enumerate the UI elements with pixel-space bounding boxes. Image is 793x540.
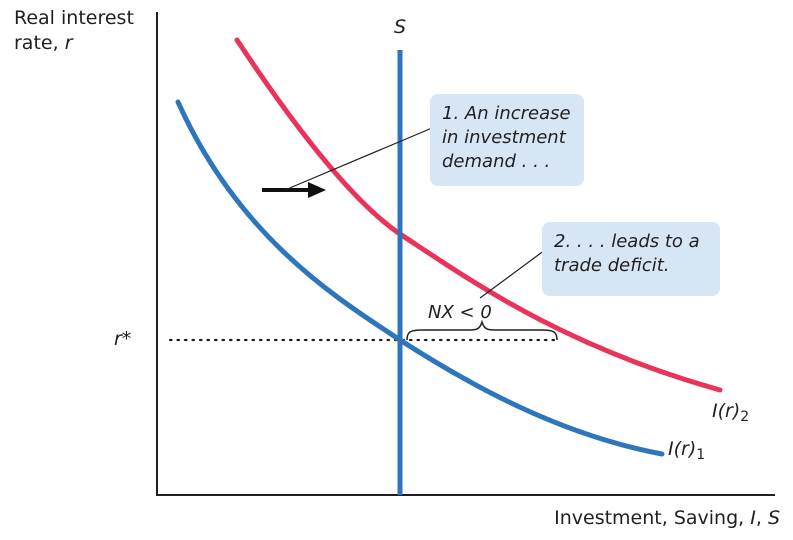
callout-2-leader <box>479 249 546 299</box>
r-star-label: r* <box>114 328 132 350</box>
y-axis-label-line1: Real interest <box>14 7 134 29</box>
x-axis-label-var2: S <box>767 507 780 529</box>
y-axis-label: Real interest rate, r <box>14 6 134 56</box>
callout-investment-increase: 1. An increase in investment demand . . … <box>430 94 584 186</box>
investment-curve-2-label-main: I(r) <box>712 400 741 422</box>
y-axis-label-line2: rate, r <box>14 31 134 56</box>
shift-arrow-head <box>308 182 326 198</box>
callout-1-line-3: demand . . . <box>442 151 551 172</box>
x-axis-label-prefix: Investment, Saving, <box>554 507 751 529</box>
callout-1-leader <box>284 127 433 191</box>
investment-curve-1-label-sub: 1 <box>696 447 706 463</box>
x-axis-label-var1: I <box>750 507 756 529</box>
nx-label: NX < 0 <box>428 302 492 323</box>
callout-2-line-2: trade deficit. <box>554 255 670 276</box>
nx-brace <box>406 319 558 341</box>
investment-curve-2-label: I(r)2 <box>712 400 750 425</box>
callout-1-line-2: in investment <box>442 127 566 148</box>
investment-curve-2 <box>234 37 723 393</box>
investment-curve-1-label: I(r)1 <box>668 438 706 463</box>
y-axis-label-prefix: rate, <box>14 32 65 54</box>
investment-curve-2-label-sub: 2 <box>740 409 750 425</box>
callout-2-line-1: 2. . . . leads to a <box>554 231 700 252</box>
x-axis-label: Investment, Saving, I, S <box>500 506 780 531</box>
saving-label: S <box>394 16 407 38</box>
x-axis-label-sep: , <box>755 507 768 529</box>
investment-curve-1-label-main: I(r) <box>668 438 697 460</box>
y-axis-label-var: r <box>64 32 73 54</box>
callout-1-line-1: 1. An increase <box>442 103 571 124</box>
callout-trade-deficit: 2. . . . leads to a trade deficit. <box>542 222 720 296</box>
